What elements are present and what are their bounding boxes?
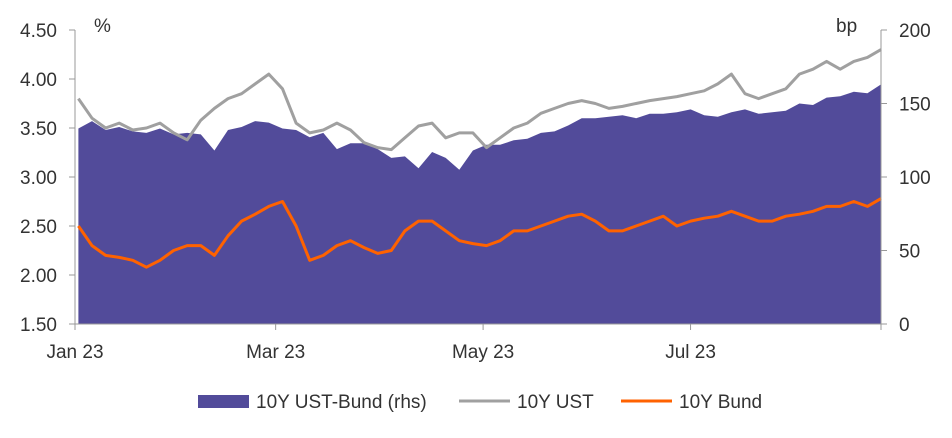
tick-marks [69, 29, 887, 330]
left-axis-unit: % [94, 16, 111, 37]
left-tick-label: 3.50 [20, 119, 57, 140]
right-tick-label: 50 [899, 242, 920, 263]
legend-swatch-10y-ust-bund-rhs [198, 395, 249, 408]
x-tick-label: Jul 23 [665, 342, 716, 363]
series-10y-ust-bund-rhs-area [78, 84, 881, 325]
legend-label-10y-bund: 10Y Bund [679, 392, 762, 413]
series-10y-bund-line [77, 197, 882, 269]
yield-lines-layer [77, 48, 882, 269]
tick-labels: 1.50 2.00 2.50 3.00 3.50 4.00 4.50 0 50 100 150 200… [20, 21, 931, 363]
left-tick-label: 4.50 [20, 21, 57, 42]
x-tick-label: Jan 23 [46, 342, 103, 363]
right-tick-label: 0 [899, 315, 910, 336]
right-tick-label: 100 [899, 168, 931, 189]
right-tick-label: 150 [899, 95, 931, 116]
x-tick-label: May 23 [452, 342, 514, 363]
left-tick-label: 4.00 [20, 70, 57, 91]
legend-label-10y-ust: 10Y UST [517, 392, 594, 413]
left-tick-label: 2.00 [20, 266, 57, 287]
series-10y-ust-line [77, 48, 882, 152]
left-tick-label: 1.50 [20, 315, 57, 336]
x-tick-label: Mar 23 [246, 342, 305, 363]
spread-area-layer [78, 84, 881, 325]
legend: 10Y UST-Bund (rhs) 10Y UST 10Y Bund [198, 392, 762, 413]
left-tick-label: 2.50 [20, 217, 57, 238]
left-tick-label: 3.00 [20, 168, 57, 189]
right-tick-label: 200 [899, 21, 931, 42]
right-axis-unit: bp [836, 16, 857, 37]
legend-label-10y-ust-bund-rhs: 10Y UST-Bund (rhs) [256, 392, 427, 413]
